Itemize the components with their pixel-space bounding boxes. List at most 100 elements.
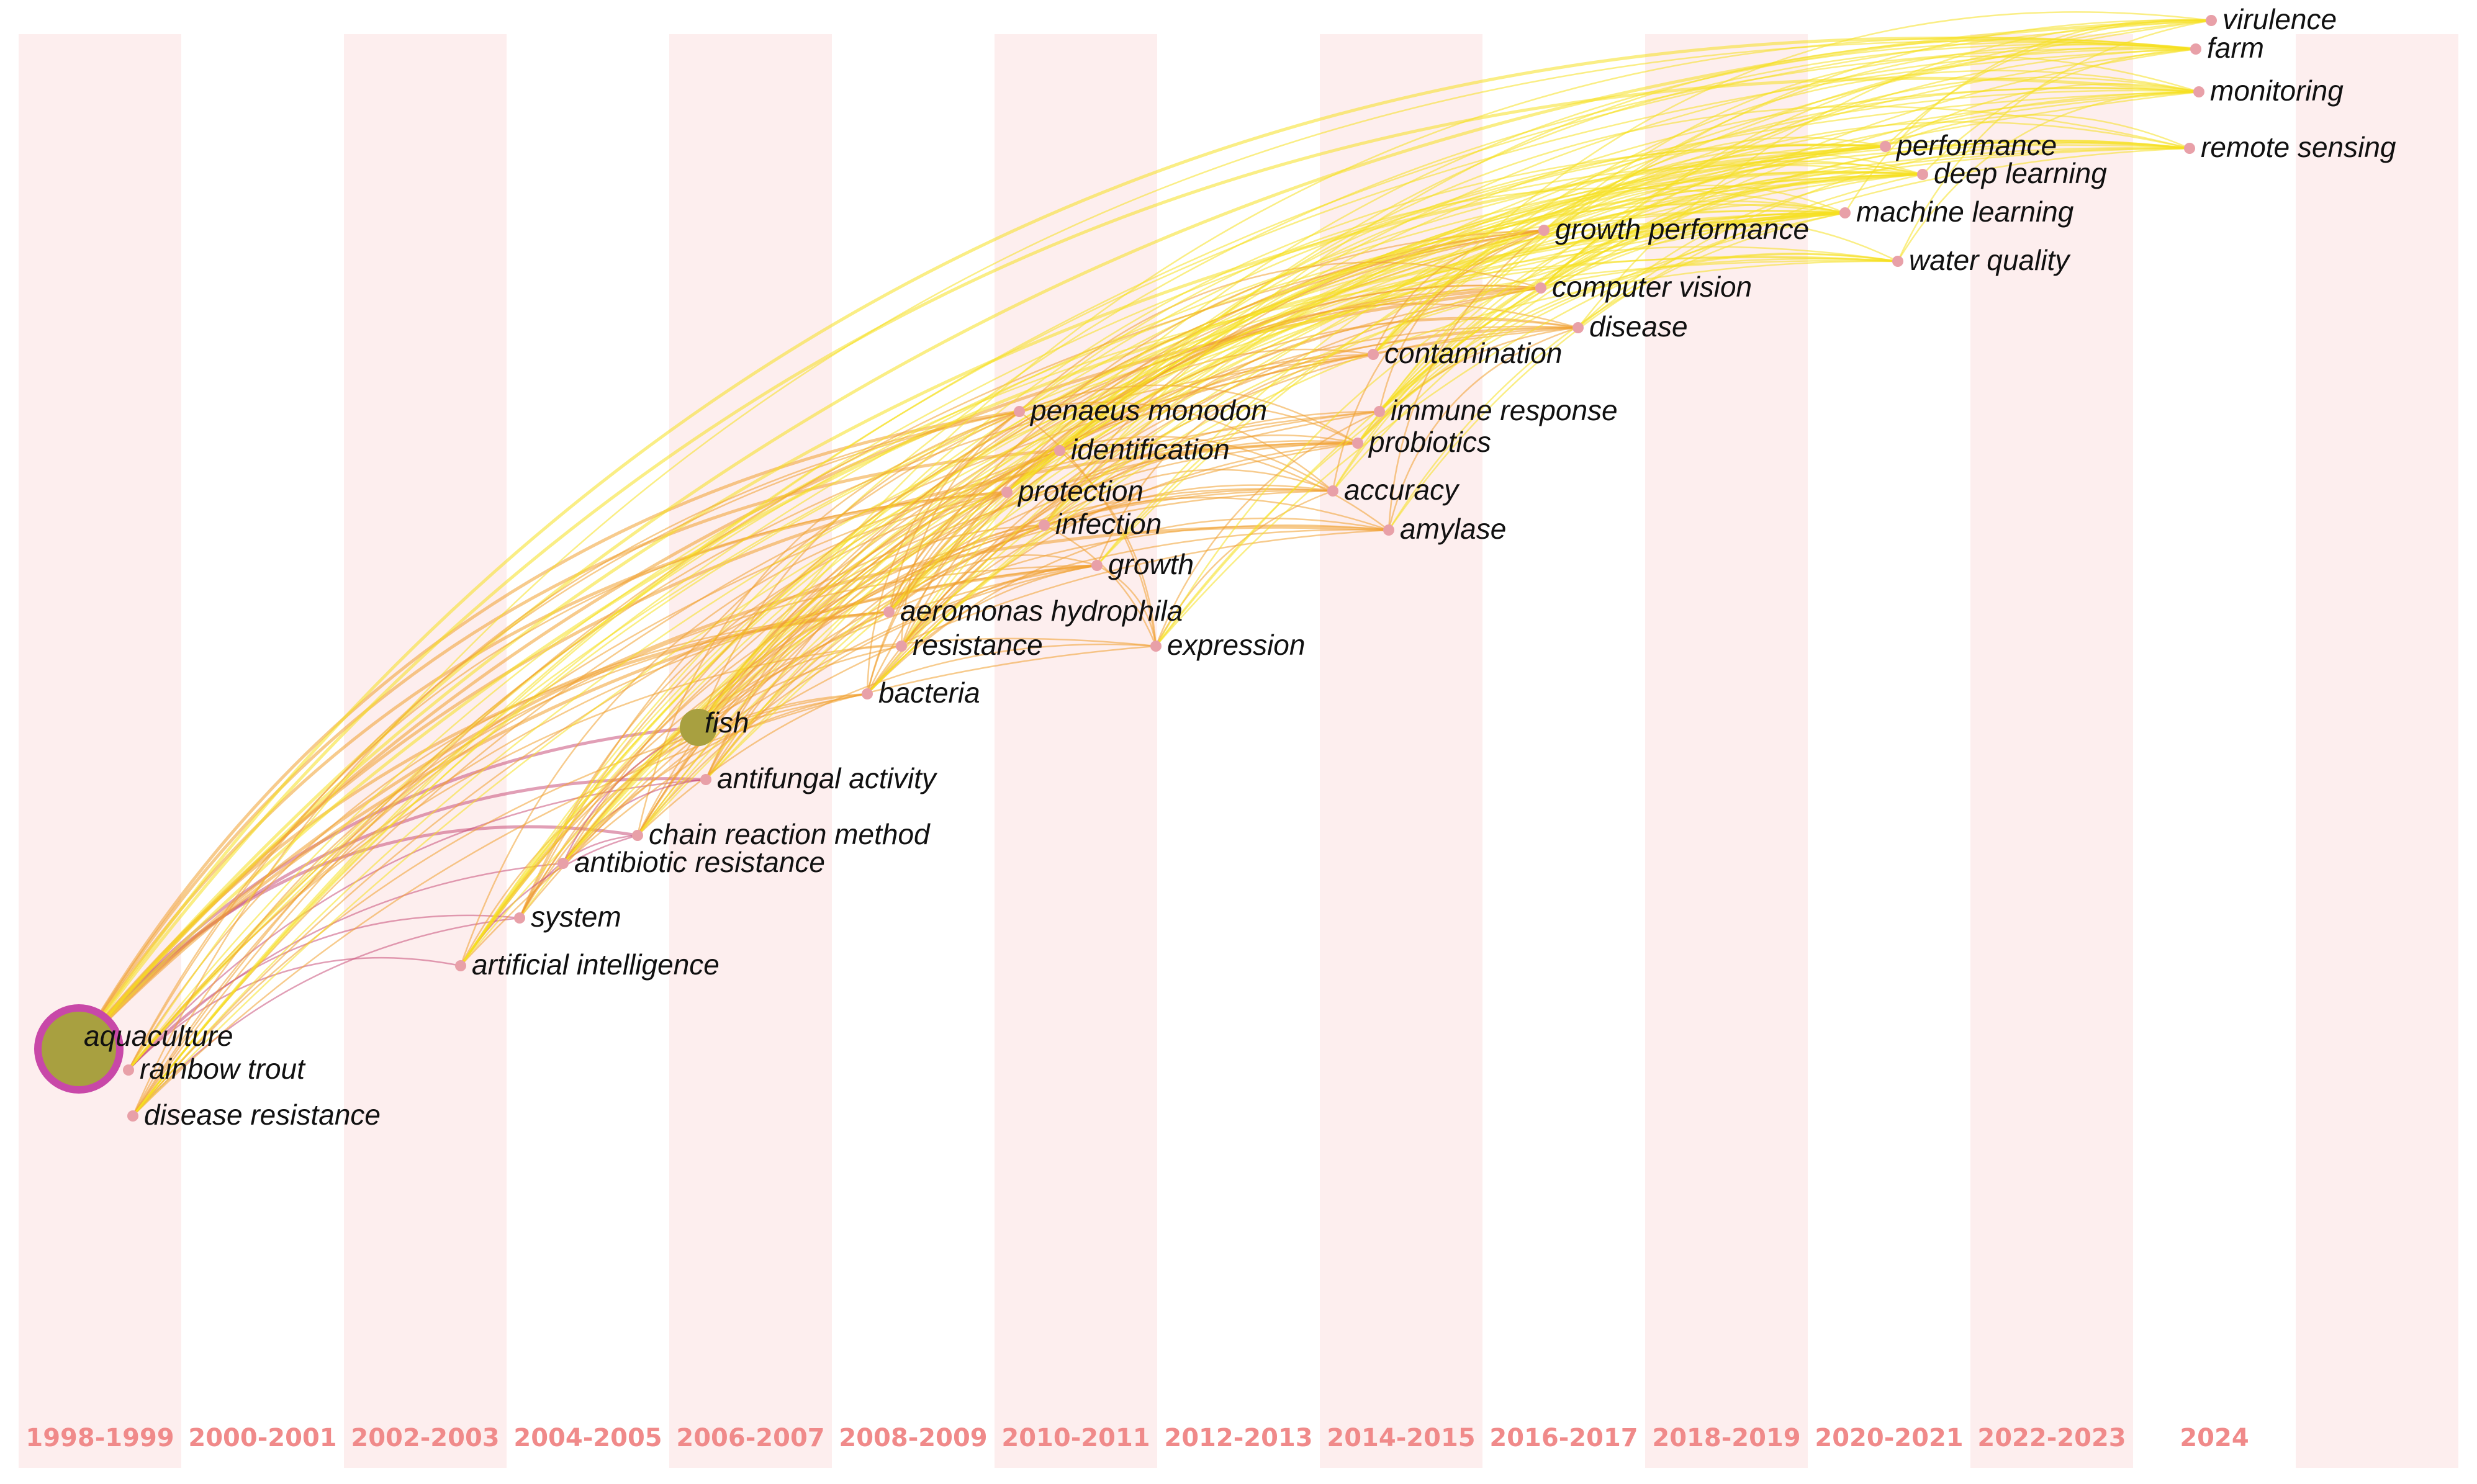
keyword-label-aquaculture: aquaculture [84,1020,233,1052]
co-occurrence-link [1373,70,2200,355]
co-occurrence-link [1897,91,2200,262]
keyword-nodes [34,15,2217,1122]
node-growth [1091,560,1103,571]
co-occurrence-link [1332,212,1846,492]
co-occurrence-link [1155,48,2196,647]
co-occurrence-link [866,410,1020,695]
co-occurrence-link [888,497,1389,613]
co-occurrence-link [1387,173,1923,531]
time-slice-label: 2006-2007 [676,1424,824,1452]
co-occurrence-link [128,956,461,1071]
co-occurrence-link [1019,411,1157,647]
co-occurrence-link [636,353,1374,836]
co-occurrence-link [1044,171,1923,526]
keyword-label-identification: identification [1071,433,1230,465]
co-occurrence-link [705,229,1545,780]
node-chain-reaction-method [632,830,643,841]
co-occurrence-link [1019,261,1541,412]
node-contamination [1368,349,1379,360]
co-occurrence-link [1332,140,2190,492]
keyword-label-fish: fish [705,706,749,739]
co-occurrence-link [1059,443,1389,531]
co-occurrence-link [1044,524,1157,647]
co-occurrence-link [1540,76,2200,289]
co-occurrence-link [1387,230,1545,531]
keyword-label-deep-learning: deep learning [1934,157,2107,189]
co-occurrence-link [128,862,564,1071]
keyword-label-computer-vision: computer vision [1552,271,1752,303]
co-occurrence-link [78,525,1389,1050]
keyword-label-resistance: resistance [913,629,1043,661]
co-occurrence-link [1373,11,2212,355]
node-computer-vision [1535,282,1546,294]
node-remote-sensing [2184,143,2195,154]
co-occurrence-link [866,491,1008,695]
co-occurrence-link [132,229,1545,1117]
co-occurrence-link [77,36,2196,1050]
co-occurrence-link [77,410,1020,1050]
node-disease-resistance [127,1110,138,1122]
co-occurrence-link [1373,121,2190,355]
co-occurrence-links [77,11,2212,1117]
co-occurrence-link [1096,353,1374,566]
co-occurrence-link [698,524,1389,728]
node-machine-learning [1839,207,1851,218]
node-bacteria [862,688,873,699]
keyword-label-antifungal-activity: antifungal activity [717,762,938,794]
co-occurrence-link [77,449,1060,1050]
co-occurrence-link [900,143,1886,647]
co-occurrence-link [1155,173,1923,647]
co-occurrence-link [1577,142,2190,328]
co-occurrence-link [901,258,1898,647]
keyword-label-chain-reaction-method: chain reaction method [649,818,931,850]
co-occurrence-link [1922,48,2196,175]
time-slice-label: 2022-2023 [1977,1424,2126,1452]
co-occurrence-link [1379,212,1846,412]
time-slice-label: 2020-2021 [1815,1424,1963,1452]
co-occurrence-link [127,410,1020,1071]
node-growth-performance [1538,225,1550,236]
time-slice-label: 2002-2003 [351,1424,499,1452]
co-occurrence-link [1897,19,2212,262]
keyword-label-protection: protection [1017,475,1144,507]
co-occurrence-link [697,524,1045,728]
co-occurrence-link [459,693,868,966]
time-slice-label: 2000-2001 [188,1424,336,1452]
node-infection [1039,519,1050,531]
time-slice-label: 2008-2009 [839,1424,987,1452]
co-occurrence-link [1006,348,1374,493]
co-occurrence-link [697,410,1020,728]
co-occurrence-link [1006,210,1846,493]
co-occurrence-link [518,524,1045,919]
keyword-label-system: system [531,901,621,933]
co-occurrence-link [1885,19,2212,147]
keyword-label-amylase: amylase [1400,513,1506,545]
time-slice-band [1970,34,2133,1468]
node-identification [1054,445,1065,456]
co-occurrence-link [1059,405,1358,452]
co-occurrence-link [900,449,1060,647]
time-slice-label: 2010-2011 [1001,1424,1150,1452]
node-penaeus-monodon [1014,406,1025,417]
co-occurrence-link [900,411,1020,647]
co-occurrence-link [1006,285,1541,493]
keyword-label-infection: infection [1055,508,1162,540]
co-occurrence-link [1059,436,1333,492]
keyword-label-antibiotic-resistance: antibiotic resistance [574,846,825,878]
co-occurrence-link [867,212,1846,695]
keyword-label-bacteria: bacteria [878,677,980,709]
keyword-label-farm: farm [2207,32,2264,64]
co-occurrence-link [888,42,2196,613]
time-slice-label: 1998-1999 [25,1424,174,1452]
node-performance [1880,141,1891,152]
node-water-quality [1892,256,1903,267]
keyword-label-expression: expression [1167,629,1305,661]
time-slice-label: 2024 [2180,1424,2249,1452]
keyword-label-probiotics: probiotics [1368,426,1491,458]
co-occurrence-link [1044,38,2196,526]
keyword-label-disease: disease [1589,310,1688,343]
co-occurrence-link [867,517,1389,695]
node-probiotics [1352,438,1363,449]
co-occurrence-link [1155,147,2190,647]
